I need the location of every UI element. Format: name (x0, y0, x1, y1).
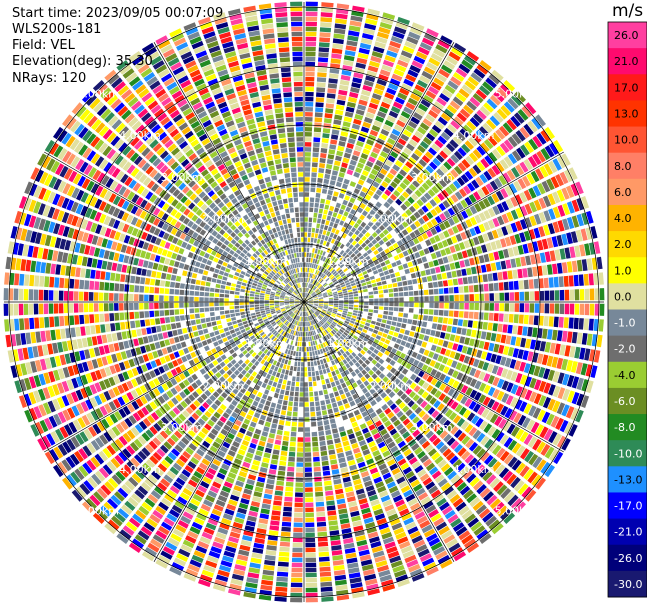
ppi-gates (3, 1, 605, 603)
colorbar-tick-label: 17.0 (614, 81, 639, 94)
ring-label: 1.00km (327, 337, 369, 350)
azimuth-spoke (303, 42, 455, 303)
colorbar-swatch (608, 283, 647, 310)
azimuth-spoke (44, 301, 305, 453)
colorbar-tick-label: 4.0 (614, 212, 632, 225)
ring-label: 4.00km (119, 463, 161, 476)
colorbar-swatch (608, 74, 647, 101)
colorbar-swatch (608, 335, 647, 363)
colorbar-swatch (608, 48, 647, 75)
azimuth-spoke (303, 301, 455, 562)
ring-label: 2.00km (369, 213, 411, 226)
colorbar-tick-label: -17.0 (614, 500, 642, 513)
colorbar-swatch (608, 204, 647, 232)
start-time-text: Start time: 2023/09/05 00:07:09 (12, 6, 224, 21)
colorbar-tick-label: 26.0 (614, 29, 639, 42)
colorbar-tick-label: -6.0 (614, 395, 635, 408)
colorbar-tick-label: -8.0 (614, 421, 635, 434)
colorbar-tick-label: 10.0 (614, 134, 639, 147)
colorbar-tick-label: -21.0 (614, 526, 642, 539)
colorbar-tick-label: -30.0 (614, 578, 642, 591)
colorbar-swatch (608, 440, 647, 467)
colorbar-swatch (608, 544, 647, 572)
azimuth-spoke (153, 301, 305, 562)
colorbar-swatch (608, 466, 647, 493)
colorbar-tick-label: 0.0 (614, 290, 632, 303)
colorbar-swatch (608, 518, 647, 546)
ring-label: 4.00km (453, 463, 495, 476)
range-rings (4, 2, 604, 602)
colorbar-swatch (608, 309, 647, 337)
elevation-text: Elevation(deg): 35.30 (12, 54, 153, 69)
colorbar-swatch (608, 387, 647, 415)
ring-label: 4.00km (453, 129, 495, 142)
colorbar-tick-label: -13.0 (614, 473, 642, 486)
colorbar-tick-label: 13.0 (614, 107, 639, 120)
colorbar-swatch (608, 570, 647, 598)
colorbar-swatch (608, 231, 647, 258)
ring-label: 5.00km (495, 87, 537, 100)
colorbar-tick-label: -2.0 (614, 343, 635, 356)
colorbar-swatch (608, 126, 647, 154)
azimuth-spoke (303, 301, 564, 453)
instrument-text: WLS200s-181 (12, 22, 102, 37)
ring-label: 2.00km (203, 213, 245, 226)
ring-label: 1.00km (327, 255, 369, 268)
azimuth-spoke (153, 42, 305, 303)
colorbar-tick-label: 21.0 (614, 55, 639, 68)
colorbar-tick-label: -4.0 (614, 369, 635, 382)
colorbar-swatch (608, 257, 647, 284)
colorbar-swatch (608, 361, 647, 389)
colorbar-swatch (608, 152, 647, 180)
colorbar-swatch (608, 492, 647, 520)
colorbar-tick-label: 6.0 (614, 186, 632, 199)
ring-label: 3.00km (161, 171, 203, 184)
ring-label: 5.00km (77, 87, 119, 100)
ring-label: 2.00km (369, 379, 411, 392)
colorbar-unit: m/s (612, 1, 644, 21)
ring-label: 5.00km (495, 505, 537, 518)
colorbar-tick-label: 8.0 (614, 160, 632, 173)
azimuth-spoke (44, 151, 305, 303)
colorbar-tick-label: -26.0 (614, 552, 642, 565)
ring-label: 3.00km (161, 421, 203, 434)
colorbar-tick-label: -10.0 (614, 447, 642, 460)
field-text: Field: VEL (12, 38, 75, 53)
colorbar-tick-label: -1.0 (614, 317, 635, 330)
ring-label: 5.00km (77, 505, 119, 518)
colorbar-swatch (608, 414, 647, 441)
colorbar: 26.0 21.0 17.0 13.0 10.0 8.0 6.0 4.0 2.0 1.0 0.0 -1… (607, 21, 647, 598)
ring-label: 4.00km (119, 129, 161, 142)
ring-label: 2.00km (203, 379, 245, 392)
colorbar-swatch (608, 22, 647, 49)
ring-label: 1.00km (245, 337, 287, 350)
ring-label: 3.00km (411, 171, 453, 184)
ring-labels: 1.00km 1.00km 1.00km 1.00km 2.00km 2.00km 2.00… (77, 87, 536, 517)
ring-label: 3.00km (411, 421, 453, 434)
azimuth-spoke (303, 151, 564, 303)
colorbar-tick-label: 1.0 (614, 264, 632, 277)
colorbar-tick-label: 2.0 (614, 238, 632, 251)
colorbar-swatch (608, 100, 647, 128)
nrays-text: NRays: 120 (12, 71, 87, 86)
colorbar-swatch (608, 178, 647, 206)
ring-label: 1.00km (245, 255, 287, 268)
